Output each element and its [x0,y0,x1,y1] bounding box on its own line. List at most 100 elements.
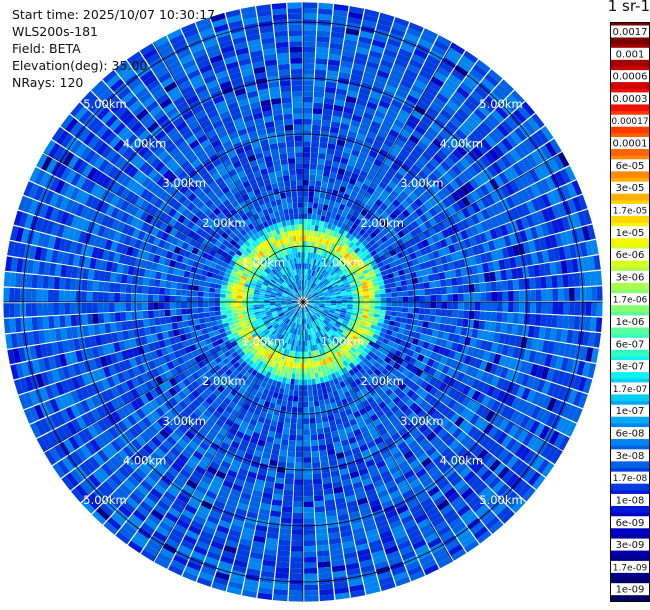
range-gate-cell [406,389,416,399]
range-gate-cell [380,392,389,401]
range-gate-cell [180,160,191,171]
range-gate-cell [234,87,247,97]
range-gate-cell [339,433,348,442]
range-gate-cell [318,394,324,401]
range-gate-cell [530,363,539,377]
range-gate-cell [329,336,335,343]
range-gate-cell [53,237,62,251]
range-gate-cell [423,403,433,413]
range-gate-cell [124,339,132,350]
range-gate-cell [276,47,289,54]
range-gate-cell [321,341,326,348]
range-gate-cell [121,500,136,514]
range-gate-cell [439,462,452,474]
range-gate-cell [328,537,342,545]
range-gate-cell [305,312,308,319]
range-gate-cell [317,337,322,344]
range-gate-cell [292,507,303,513]
range-gate-cell [133,488,146,501]
range-gate-cell [275,199,282,206]
range-gate-cell [209,428,219,437]
range-gate-cell [311,378,316,385]
range-gate-cell [280,522,292,530]
range-gate-cell [192,296,198,302]
range-gate-cell [160,324,168,332]
range-gate-cell [163,194,174,205]
range-gate-cell [296,257,299,264]
range-gate-cell [312,124,321,131]
range-gate-cell [235,260,243,266]
range-gate-cell [247,307,254,311]
range-gate-cell [487,352,496,363]
range-gate-cell [280,250,285,257]
range-gate-cell [142,310,149,319]
range-gate-cell [173,246,182,255]
range-gate-cell [182,226,191,236]
range-gate-cell [257,513,270,522]
range-gate-cell [161,138,174,150]
range-gate-cell [160,272,168,281]
range-gate-cell [263,337,270,344]
range-gate-cell [397,344,405,352]
range-gate-cell [204,104,217,115]
range-gate-cell [165,143,177,154]
range-gate-cell [142,459,155,471]
range-gate-cell [289,308,294,312]
range-gate-cell [349,584,365,593]
range-gate-cell [294,130,303,136]
range-gate-cell [249,50,263,58]
range-gate-cell [289,265,293,271]
range-gate-cell [375,519,389,529]
range-gate-cell [230,440,240,449]
range-gate-cell [242,250,250,257]
range-gate-cell [69,121,83,136]
range-gate-cell [368,340,376,347]
range-gate-cell [265,395,273,403]
range-gate-cell [113,252,121,263]
range-gate-cell [300,351,303,358]
range-gate-cell [277,461,287,468]
range-gate-cell [329,48,342,56]
range-gate-cell [209,367,217,376]
range-gate-cell [424,308,431,315]
range-gate-cell [142,344,150,354]
range-gate-cell [317,317,323,323]
range-gate-cell [139,43,155,56]
range-gate-cell [64,278,72,290]
range-gate-cell [325,357,331,365]
range-gate-cell [131,311,138,320]
range-gate-cell [260,216,267,223]
range-gate-cell [418,423,429,434]
range-gate-cell [300,291,303,297]
range-gate-cell [358,302,364,305]
range-gate-cell [341,308,347,311]
range-gate-cell [432,344,441,354]
range-gate-cell [221,550,236,560]
range-gate-cell [377,322,384,328]
range-gate-cell [445,340,454,350]
range-gate-cell [209,54,224,64]
range-gate-cell [301,291,303,297]
range-gate-cell [169,65,184,77]
range-gate-cell [233,384,241,392]
range-gate-cell [244,341,252,348]
range-gate-cell [122,417,133,430]
range-gate-cell [142,149,154,161]
range-gate-cell [275,304,282,307]
range-gate-cell [326,315,332,320]
range-gate-cell [551,399,562,414]
range-gate-cell [497,466,510,480]
range-gate-cell [250,282,257,287]
range-gate-cell [213,23,229,33]
range-gate-cell [195,209,204,219]
range-gate-cell [448,350,456,359]
range-gate-cell [200,365,209,374]
range-gate-cell [336,508,348,516]
range-gate-cell [359,559,374,568]
range-gate-cell [552,302,559,315]
range-gate-cell [333,378,340,385]
range-gate-cell [268,171,276,179]
range-gate-cell [259,293,265,296]
range-gate-cell [219,80,232,90]
range-gate-cell [309,174,316,181]
